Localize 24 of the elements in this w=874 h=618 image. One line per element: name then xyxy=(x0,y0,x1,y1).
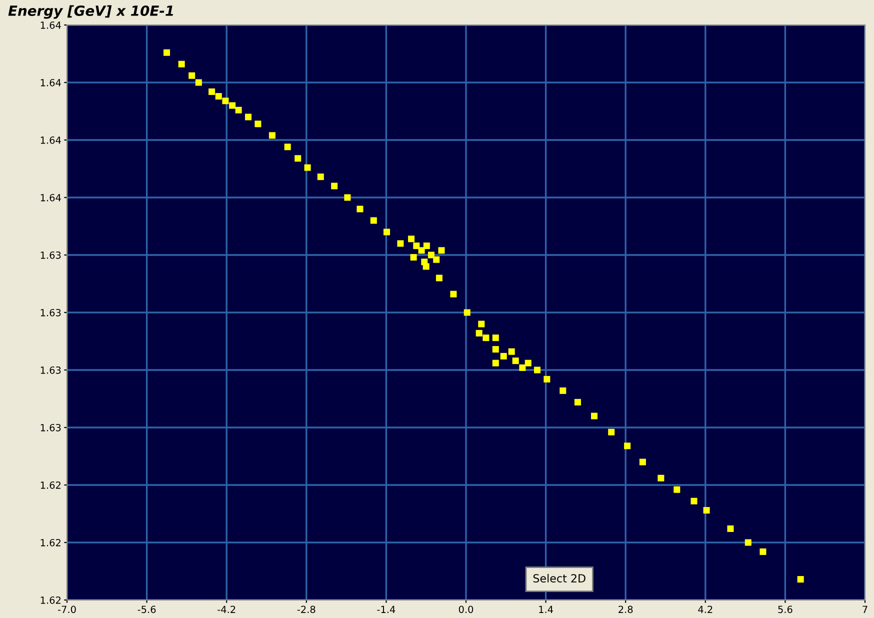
y-tick-label: 1.64 xyxy=(40,21,61,29)
x-tick-label: 5.6 xyxy=(778,606,792,614)
y-tick-label: 1.64 xyxy=(40,78,61,86)
y-tick-label: 1.64 xyxy=(40,136,61,144)
x-tick-label: -5.6 xyxy=(138,606,156,614)
x-tick-label: 1.4 xyxy=(539,606,553,613)
x-tick-label: 7 xyxy=(862,606,868,613)
x-tick-label: 2.8 xyxy=(618,606,633,614)
x-tick-label: -1.4 xyxy=(377,606,396,613)
x-tick-label: -2.8 xyxy=(297,606,316,614)
y-tick-label: 1.63 xyxy=(40,366,61,374)
y-tick-label: 1.62 xyxy=(40,538,60,546)
x-tick-label: 4.2 xyxy=(698,606,712,613)
x-tick-label: -7.0 xyxy=(58,606,76,614)
y-tick-label: 1.63 xyxy=(40,251,61,259)
y-tick-label: 1.62 xyxy=(40,596,60,604)
y-tick-label: 1.62 xyxy=(40,481,60,489)
annotation: Select 2D xyxy=(533,574,586,583)
y-tick-label: 1.63 xyxy=(40,424,61,432)
y-axis-title: Energy [GeV] x 10E-1 xyxy=(8,5,173,19)
y-tick-label: 1.64 xyxy=(40,194,61,202)
x-tick-label: -4.2 xyxy=(218,606,236,613)
x-tick-label: 0.0 xyxy=(458,606,474,614)
y-tick-label: 1.63 xyxy=(40,308,61,316)
